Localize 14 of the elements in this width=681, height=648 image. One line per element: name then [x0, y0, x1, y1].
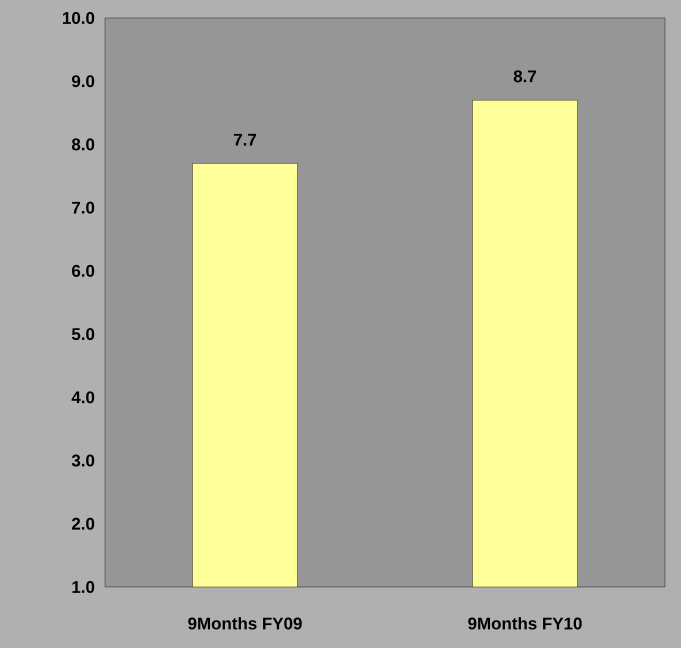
- y-tick-label: 6.0: [72, 264, 94, 277]
- y-tick-label: 5.0: [72, 328, 94, 340]
- data-label: 8.7: [514, 70, 536, 82]
- y-tick-label: 4.0: [72, 391, 94, 404]
- y-tick-label: 1.0: [72, 580, 94, 593]
- data-label: 7.7: [234, 134, 256, 146]
- y-tick-label: 3.0: [72, 454, 94, 467]
- y-tick-label: 10.0: [63, 12, 94, 24]
- y-tick-label: 2.0: [72, 518, 94, 530]
- x-tick-label: 9Months FY10: [468, 617, 582, 630]
- y-tick-label: 8.0: [72, 138, 94, 150]
- x-tick-label: 9Months FY09: [188, 617, 302, 630]
- y-tick-label: 7.0: [72, 202, 94, 214]
- y-tick-label: 9.0: [72, 75, 94, 88]
